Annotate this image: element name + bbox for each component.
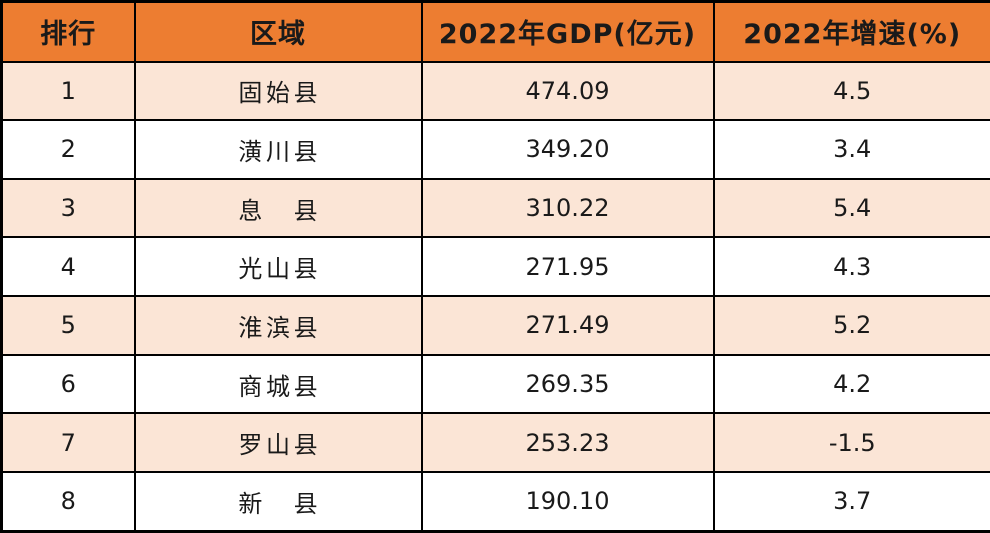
rank-cell: 4 bbox=[0, 236, 136, 298]
gdp-cell: 253.23 bbox=[420, 412, 715, 473]
region-cell: 息县 bbox=[133, 177, 423, 239]
growth-cell: 4.2 bbox=[712, 353, 990, 415]
gdp-cell: 190.10 bbox=[420, 470, 715, 533]
rank-cell: 3 bbox=[0, 177, 136, 239]
region-name: 淮滨县 bbox=[238, 313, 318, 342]
gdp-cell: 474.09 bbox=[420, 60, 715, 122]
growth-cell: 3.7 bbox=[712, 470, 990, 533]
growth-cell: 4.3 bbox=[712, 236, 990, 298]
region-name: 潢川县 bbox=[238, 137, 318, 166]
table-row: 1 固始县 474.09 4.5 bbox=[0, 60, 990, 122]
column-header-rank: 排行 bbox=[0, 0, 136, 63]
region-name: 光山县 bbox=[238, 255, 318, 284]
rank-cell: 8 bbox=[0, 470, 136, 533]
table-header: 排行 区域 2022年GDP(亿元) 2022年增速(%) bbox=[0, 0, 990, 63]
table-row: 4 光山县 271.95 4.3 bbox=[0, 236, 990, 298]
region-name: 罗山县 bbox=[238, 431, 318, 460]
table-row: 6 商城县 269.35 4.2 bbox=[0, 353, 990, 415]
table-row: 8 新县 190.10 3.7 bbox=[0, 470, 990, 533]
gdp-cell: 271.49 bbox=[420, 295, 715, 356]
header-row: 排行 区域 2022年GDP(亿元) 2022年增速(%) bbox=[0, 0, 990, 63]
region-name: 新县 bbox=[238, 489, 318, 518]
table-row: 5 淮滨县 271.49 5.2 bbox=[0, 295, 990, 356]
table-row: 2 潢川县 349.20 3.4 bbox=[0, 119, 990, 180]
table-row: 3 息县 310.22 5.4 bbox=[0, 177, 990, 239]
column-header-region: 区域 bbox=[133, 0, 423, 63]
rank-cell: 1 bbox=[0, 60, 136, 122]
growth-cell: -1.5 bbox=[712, 412, 990, 473]
rank-cell: 5 bbox=[0, 295, 136, 356]
table-body: 1 固始县 474.09 4.5 2 潢川县 349.20 3.4 3 息县 3… bbox=[0, 60, 990, 533]
region-name: 息县 bbox=[238, 196, 318, 225]
column-header-gdp: 2022年GDP(亿元) bbox=[420, 0, 715, 63]
region-cell: 淮滨县 bbox=[133, 295, 423, 356]
region-cell: 光山县 bbox=[133, 236, 423, 298]
region-name: 固始县 bbox=[238, 79, 318, 108]
growth-cell: 3.4 bbox=[712, 119, 990, 180]
rank-cell: 6 bbox=[0, 353, 136, 415]
region-name: 商城县 bbox=[238, 372, 318, 401]
region-cell: 新县 bbox=[133, 470, 423, 533]
gdp-cell: 310.22 bbox=[420, 177, 715, 239]
table-row: 7 罗山县 253.23 -1.5 bbox=[0, 412, 990, 473]
gdp-cell: 349.20 bbox=[420, 119, 715, 180]
growth-cell: 4.5 bbox=[712, 60, 990, 122]
column-header-growth: 2022年增速(%) bbox=[712, 0, 990, 63]
rank-cell: 2 bbox=[0, 119, 136, 180]
rank-cell: 7 bbox=[0, 412, 136, 473]
growth-cell: 5.4 bbox=[712, 177, 990, 239]
region-cell: 潢川县 bbox=[133, 119, 423, 180]
region-cell: 商城县 bbox=[133, 353, 423, 415]
gdp-cell: 269.35 bbox=[420, 353, 715, 415]
region-cell: 固始县 bbox=[133, 60, 423, 122]
gdp-cell: 271.95 bbox=[420, 236, 715, 298]
growth-cell: 5.2 bbox=[712, 295, 990, 356]
region-cell: 罗山县 bbox=[133, 412, 423, 473]
